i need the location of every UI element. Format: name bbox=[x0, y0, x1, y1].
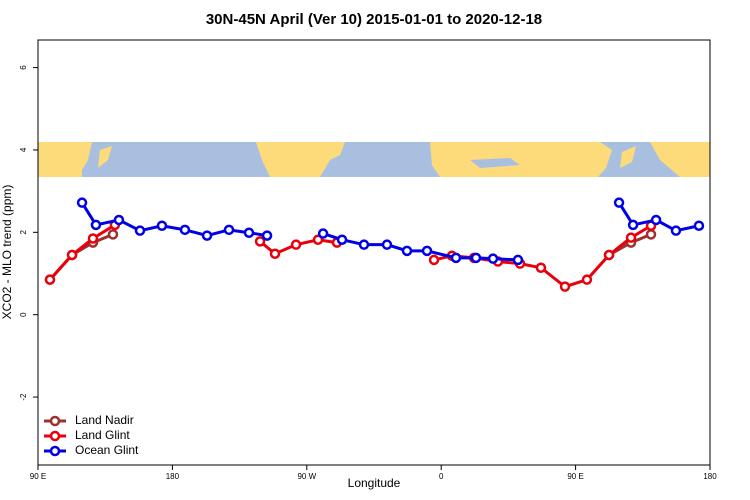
legend-label: Ocean Glint bbox=[75, 443, 139, 457]
point bbox=[512, 254, 524, 266]
point bbox=[317, 228, 329, 239]
point bbox=[76, 197, 88, 208]
point bbox=[470, 252, 482, 264]
y-tick-label: -2 bbox=[19, 393, 28, 401]
x-tick-label: 90 E bbox=[30, 472, 46, 481]
point bbox=[201, 230, 213, 241]
point bbox=[223, 224, 235, 236]
point bbox=[254, 236, 266, 247]
point bbox=[670, 225, 682, 236]
point bbox=[107, 229, 119, 240]
legend-marker bbox=[49, 445, 61, 457]
point bbox=[581, 274, 593, 285]
point bbox=[269, 248, 281, 259]
point bbox=[650, 214, 662, 226]
point bbox=[44, 274, 56, 285]
point bbox=[243, 227, 255, 238]
point bbox=[134, 225, 146, 236]
legend-marker bbox=[49, 430, 61, 442]
point bbox=[613, 197, 625, 208]
point bbox=[603, 249, 615, 261]
point bbox=[627, 219, 639, 231]
point bbox=[645, 229, 657, 240]
point bbox=[290, 239, 302, 250]
point bbox=[87, 233, 99, 244]
point bbox=[179, 224, 191, 236]
y-axis-label: XCO2 - MLO trend (ppm) bbox=[0, 185, 14, 320]
point bbox=[535, 262, 547, 273]
point bbox=[261, 230, 273, 241]
plot-frame bbox=[37, 39, 711, 466]
point bbox=[401, 245, 413, 257]
x-tick-label: 90 E bbox=[567, 472, 583, 481]
legend-marker bbox=[49, 415, 61, 427]
x-tick-label: 90 W bbox=[297, 472, 316, 481]
point bbox=[336, 234, 348, 245]
point bbox=[487, 253, 499, 264]
point bbox=[559, 281, 571, 292]
y-tick-label: 2 bbox=[19, 230, 28, 235]
point bbox=[113, 214, 125, 226]
y-tick-label: 6 bbox=[19, 65, 28, 70]
x-axis-label: Longitude bbox=[348, 476, 401, 490]
y-tick-label: 0 bbox=[19, 312, 28, 317]
legend-label: Land Nadir bbox=[75, 413, 134, 427]
point bbox=[66, 249, 78, 261]
point bbox=[90, 219, 102, 231]
point bbox=[421, 245, 433, 257]
x-tick-label: 0 bbox=[439, 472, 444, 481]
chart-title: 30N-45N April (Ver 10) 2015-01-01 to 202… bbox=[206, 11, 542, 28]
point bbox=[450, 252, 462, 264]
point bbox=[693, 220, 705, 231]
point bbox=[428, 254, 440, 266]
point bbox=[156, 220, 168, 231]
y-tick-label: 4 bbox=[19, 147, 28, 152]
point bbox=[625, 232, 637, 243]
legend-label: Land Glint bbox=[75, 428, 130, 442]
point bbox=[381, 239, 393, 250]
x-tick-label: 180 bbox=[703, 472, 717, 481]
point bbox=[358, 239, 370, 250]
x-tick-label: 180 bbox=[166, 472, 180, 481]
map-band bbox=[38, 142, 710, 177]
